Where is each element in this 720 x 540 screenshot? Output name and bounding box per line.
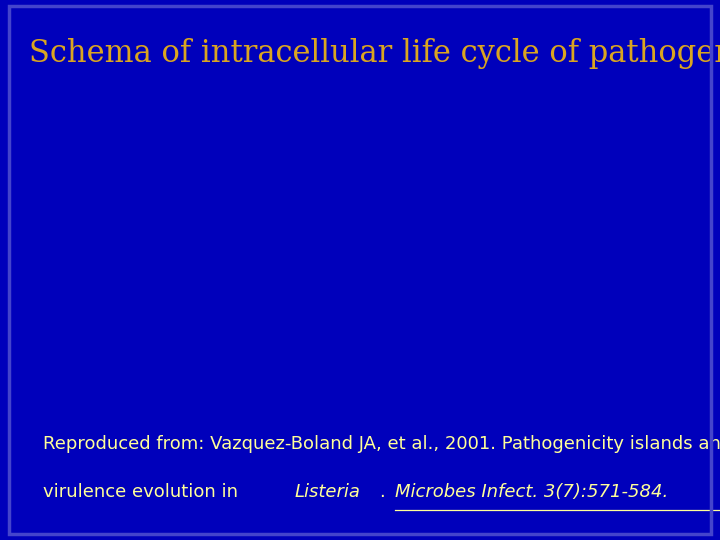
- Text: Schema of intracellular life cycle of pathogenic: Schema of intracellular life cycle of pa…: [29, 38, 720, 69]
- Text: virulence evolution in: virulence evolution in: [43, 483, 238, 501]
- Text: Reproduced from: Vazquez-Boland JA, et al., 2001. Pathogenicity islands and: Reproduced from: Vazquez-Boland JA, et a…: [43, 435, 720, 453]
- Text: Listeria: Listeria: [294, 483, 361, 501]
- Text: Microbes Infect. 3(7):571-584.: Microbes Infect. 3(7):571-584.: [395, 483, 668, 501]
- Text: .: .: [380, 483, 391, 501]
